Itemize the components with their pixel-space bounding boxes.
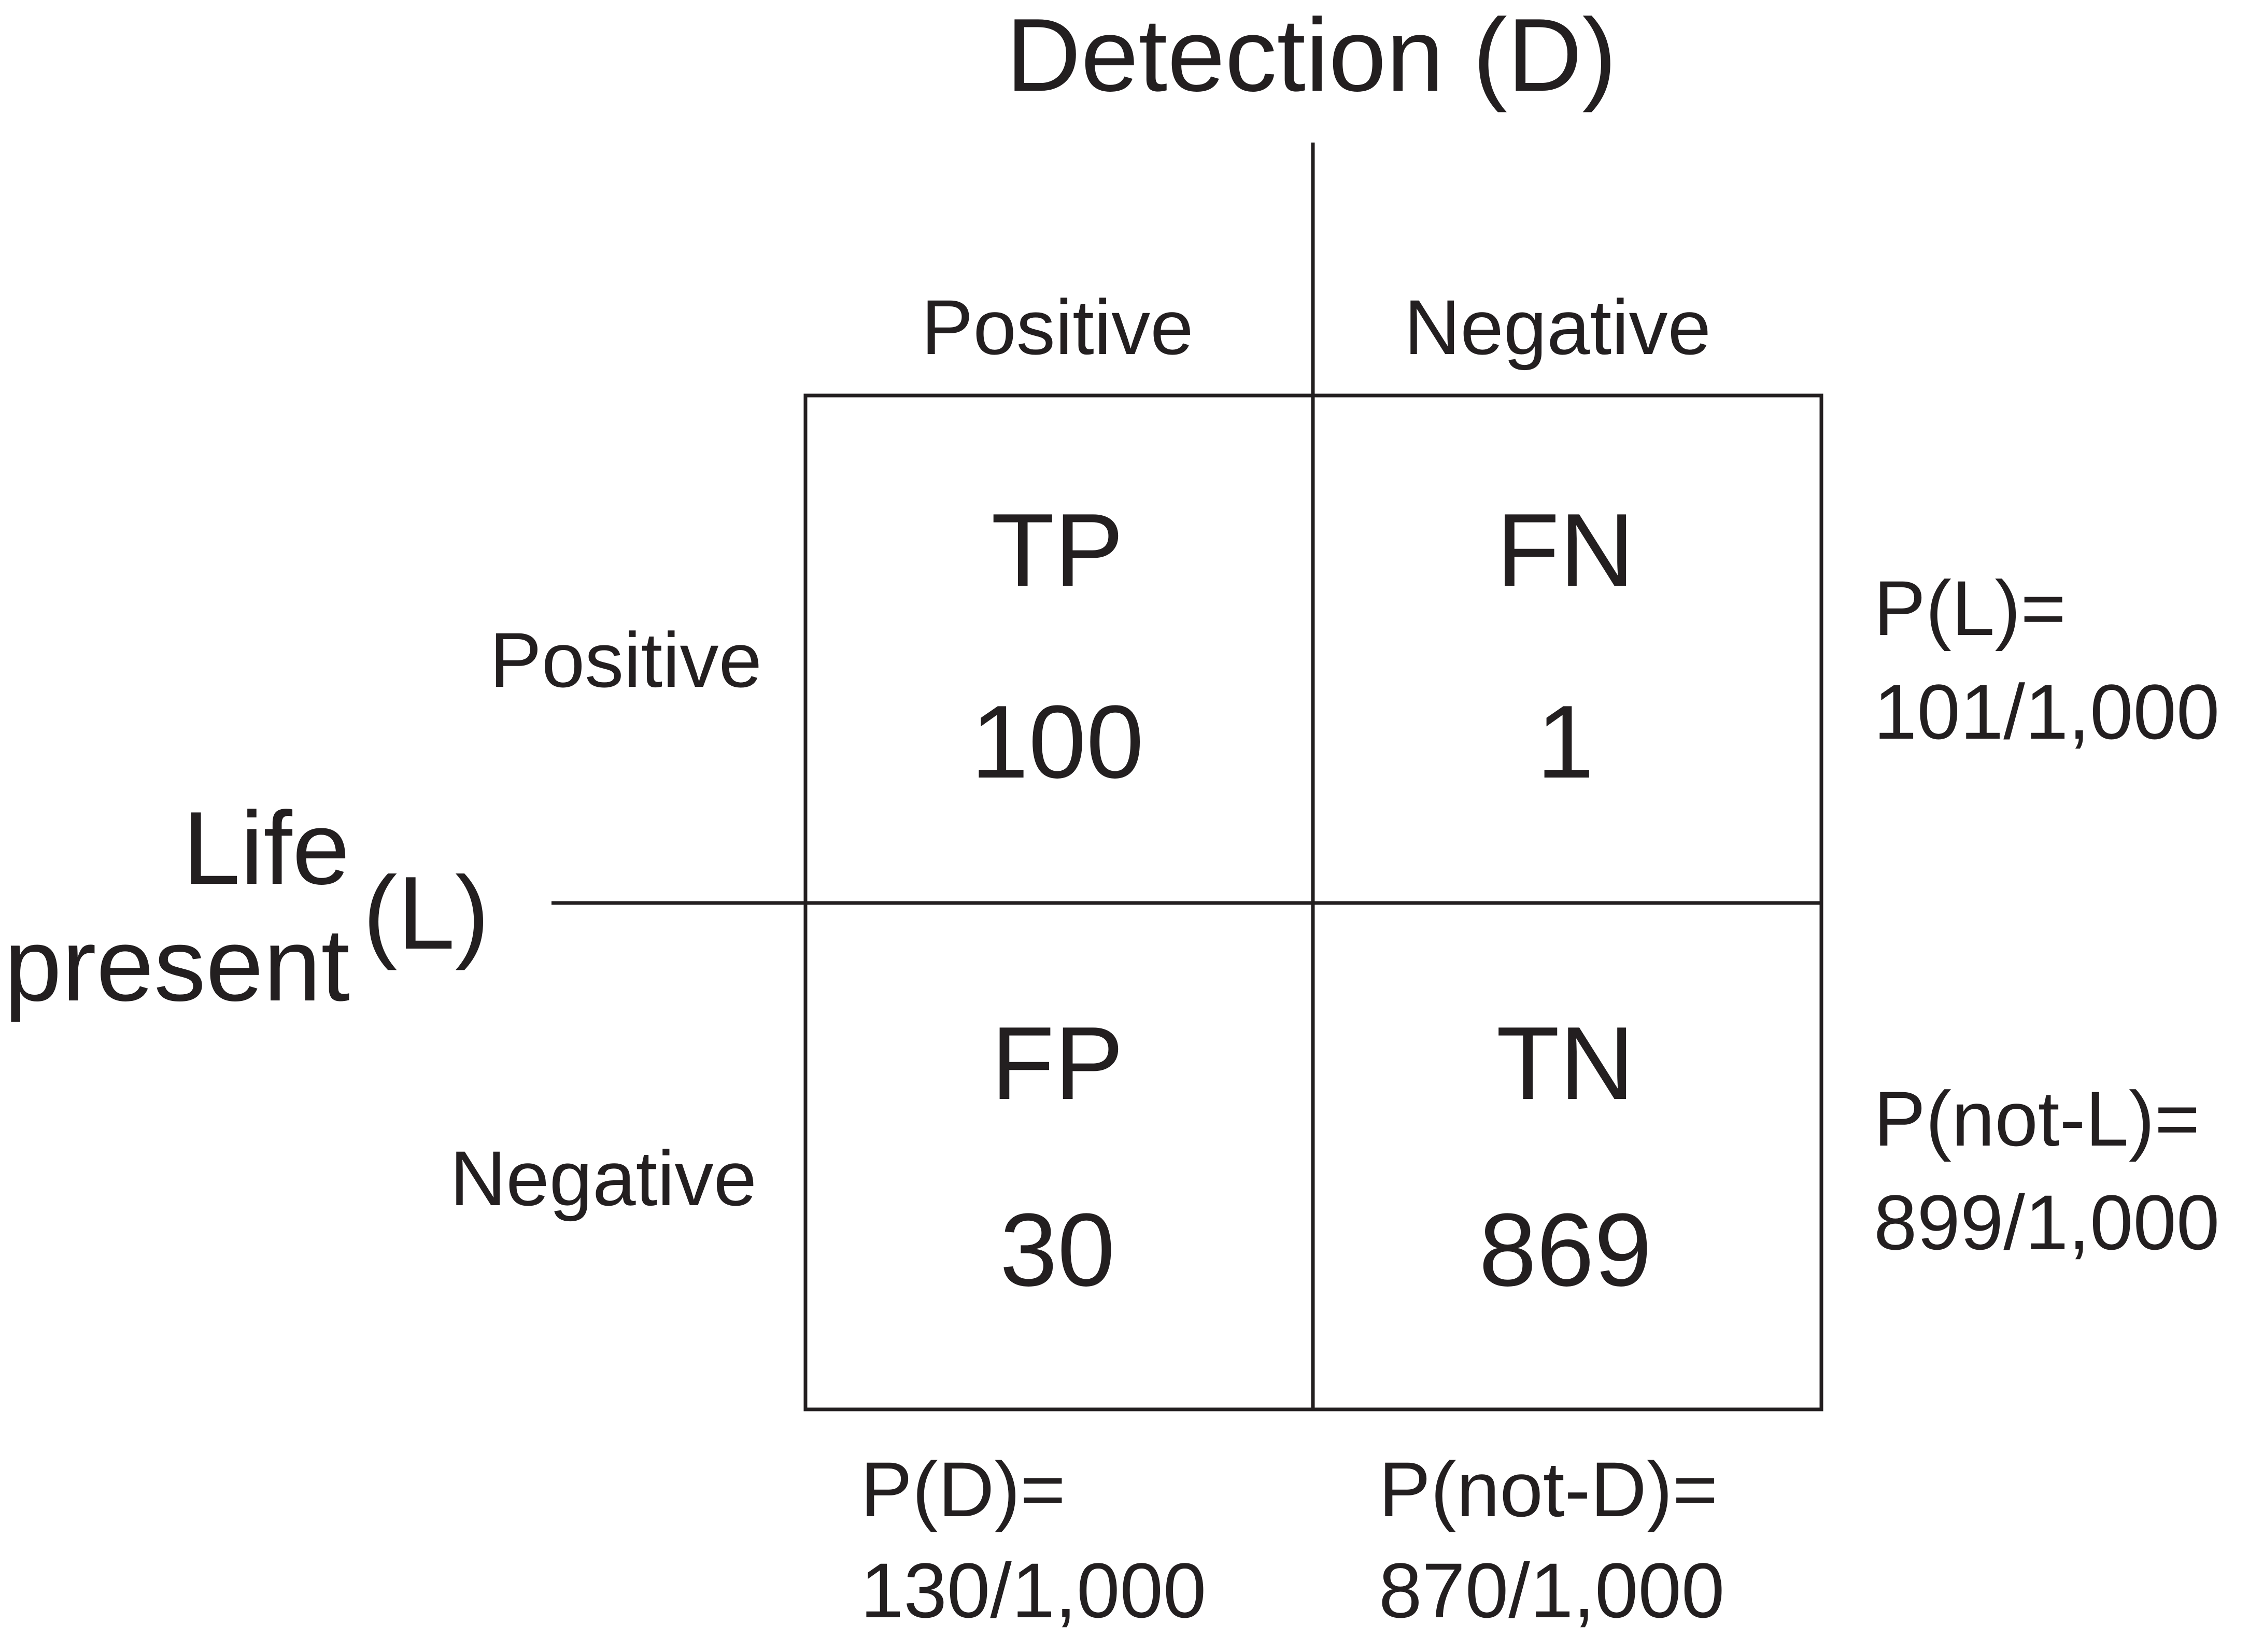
column-marginal-detection-label: P(D)= <box>860 1446 1066 1533</box>
cell-tp-count: 100 <box>971 684 1144 800</box>
column-marginal-not-detection-value: 870/1,000 <box>1379 1547 1724 1634</box>
row-marginal-life-label: P(L)= <box>1874 564 2066 652</box>
cell-fp-code: FP <box>991 1006 1124 1121</box>
row-marginal-life-value: 101/1,000 <box>1874 668 2219 755</box>
life-axis-title-line1: Life <box>183 790 350 906</box>
cell-fp-count: 30 <box>1000 1192 1115 1308</box>
life-axis-title-line2: present <box>4 907 350 1023</box>
detection-axis-title: Detection (D) <box>1006 0 1617 113</box>
column-marginal-detection-value: 130/1,000 <box>860 1547 1206 1634</box>
column-marginal-not-detection-label: P(not-D)= <box>1379 1446 1718 1533</box>
column-header-negative: Negative <box>1404 284 1711 371</box>
row-marginal-not-life-value: 899/1,000 <box>1874 1179 2219 1266</box>
cell-tp-code: TP <box>991 492 1124 608</box>
matrix-border <box>803 393 1823 1411</box>
column-header-positive: Positive <box>921 284 1193 371</box>
cell-tn-count: 869 <box>1479 1192 1652 1308</box>
row-marginal-not-life-label: P(not-L)= <box>1874 1075 2200 1162</box>
life-axis-title-suffix: (L) <box>363 855 489 971</box>
row-header-positive: Positive <box>490 616 762 703</box>
cell-tn-code: TN <box>1496 1006 1635 1121</box>
cell-fn-count: 1 <box>1536 684 1594 800</box>
row-header-negative: Negative <box>450 1135 757 1222</box>
cell-fn-code: FN <box>1496 492 1635 608</box>
